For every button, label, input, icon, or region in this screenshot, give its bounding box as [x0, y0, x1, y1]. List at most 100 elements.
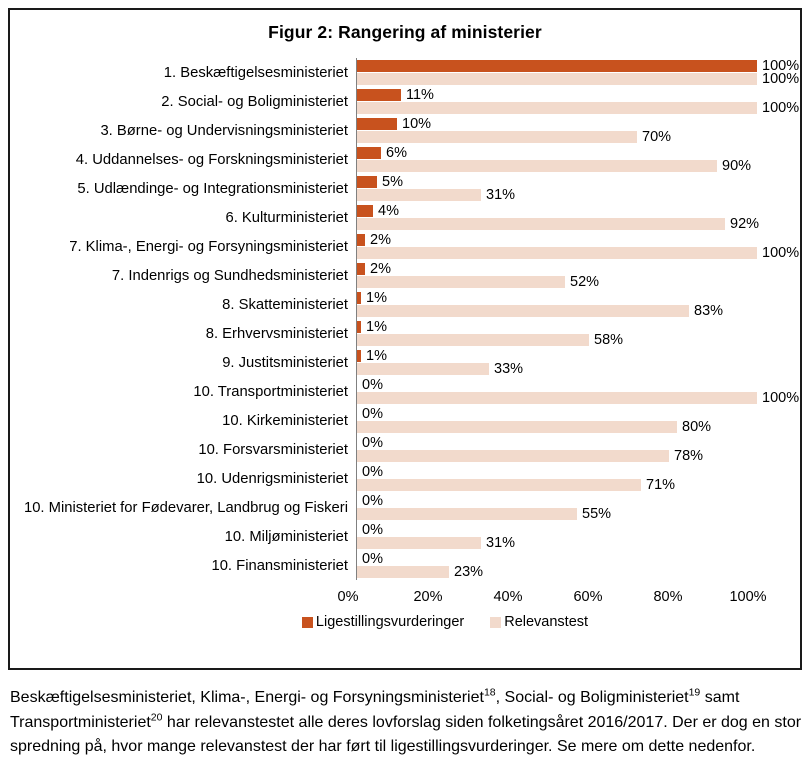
bar-line: 0% — [357, 464, 802, 480]
bar-line: 11% — [357, 87, 802, 103]
figure-title: Figur 2: Rangering af ministerier — [268, 22, 542, 42]
value-label: 1% — [366, 319, 387, 335]
value-label: 0% — [362, 406, 383, 422]
category-label: 7. Indenrigs og Sundhedsministeriet — [111, 267, 348, 284]
value-label: 70% — [642, 129, 672, 145]
bar-ligestillingsvurderinger — [357, 263, 365, 275]
bar-relevanstest — [357, 566, 449, 578]
category-label: 10. Ministeriet for Fødevarer, Landbrug … — [23, 499, 348, 516]
bar-line: 100% — [357, 59, 802, 73]
value-label: 1% — [366, 348, 387, 364]
bar-line: 55% — [357, 507, 802, 521]
category-label: 10. Forsvarsministeriet — [198, 441, 348, 458]
value-label: 0% — [362, 464, 383, 480]
chart-row: 3. Børne- og Undervisningsministeriet 10%… — [10, 116, 800, 145]
chart-row: 10. Forsvarsministeriet 0% 78% — [10, 435, 800, 464]
bar-ligestillingsvurderinger — [357, 350, 361, 362]
category-label: 10. Udenrigsministeriet — [196, 470, 348, 487]
bar-line: 92% — [357, 216, 802, 232]
x-axis-tick-label: 100% — [729, 589, 767, 605]
value-label: 2% — [370, 261, 391, 277]
x-axis-tick-label: 40% — [493, 589, 523, 605]
value-label: 100% — [762, 100, 800, 116]
chart-row: 10. Finansministeriet 0% 23% — [10, 551, 800, 580]
bar-line: 0% — [357, 436, 802, 451]
bar-line: 33% — [357, 361, 802, 377]
value-label: 100% — [762, 245, 800, 261]
legend-item: Ligestillingsvurderinger — [301, 614, 464, 630]
chart-row: 2. Social- og Boligministeriet 11% 100% — [10, 87, 800, 116]
value-label: 0% — [362, 522, 383, 538]
bar-line: 1% — [357, 319, 802, 335]
value-label: 0% — [362, 377, 383, 393]
category-label: 10. Kirkeministeriet — [222, 412, 348, 429]
chart-row: 8. Erhvervsministeriet 1% 58% — [10, 319, 800, 348]
bar-relevanstest — [357, 450, 669, 462]
x-axis-tick-label: 0% — [337, 589, 359, 605]
chart-row: 6. Kulturministeriet 4% 92% — [10, 203, 800, 232]
bars-group: 1% 83% — [356, 290, 802, 319]
legend-swatch — [301, 616, 313, 628]
bar-ligestillingsvurderinger — [357, 205, 373, 217]
value-label: 78% — [674, 448, 704, 464]
bar-relevanstest — [357, 363, 489, 375]
bar-ligestillingsvurderinger — [357, 60, 757, 72]
body-paragraph: Beskæftigelsesministeriet, Klima-, Energ… — [10, 686, 802, 755]
value-label: 90% — [722, 158, 752, 174]
bars-group: 2% 52% — [356, 261, 802, 290]
bar-relevanstest — [357, 73, 757, 85]
bar-relevanstest — [357, 218, 725, 230]
bar-line: 100% — [357, 100, 802, 116]
bar-line: 5% — [357, 174, 802, 190]
chart-row: 10. Transportministeriet 0% 100% — [10, 377, 800, 406]
category-label: 7. Klima-, Energi- og Forsyningsminister… — [69, 238, 348, 255]
bar-line: 80% — [357, 420, 802, 434]
bar-relevanstest — [357, 102, 757, 114]
x-axis-tick-label: 60% — [573, 589, 603, 605]
x-axis-tick-label: 20% — [413, 589, 443, 605]
bar-ligestillingsvurderinger — [357, 176, 377, 188]
bar-line: 31% — [357, 536, 802, 550]
bars-group: 5% 31% — [356, 174, 802, 203]
value-label: 11% — [406, 87, 434, 103]
category-label: 2. Social- og Boligministeriet — [161, 93, 348, 110]
bar-relevanstest — [357, 479, 641, 491]
bars-group: 0% 100% — [356, 377, 802, 406]
chart-row: 7. Klima-, Energi- og Forsyningsminister… — [10, 232, 800, 261]
legend-swatch — [490, 616, 502, 628]
bar-line: 0% — [357, 377, 802, 393]
value-label: 92% — [730, 216, 760, 232]
bars-group: 0% 31% — [356, 522, 802, 551]
bar-line: 78% — [357, 448, 802, 464]
chart-rows: 1. Beskæftigelsesministeriet 100% 100% 2. S… — [10, 58, 800, 580]
value-label: 83% — [694, 303, 724, 319]
category-label: 8. Erhvervsministeriet — [205, 325, 348, 342]
bar-relevanstest — [357, 276, 565, 288]
value-label: 58% — [594, 332, 624, 348]
value-label: 33% — [494, 361, 524, 377]
bar-line: 58% — [357, 332, 802, 348]
bar-line: 100% — [357, 391, 802, 405]
value-label: 5% — [382, 174, 403, 190]
bar-line: 0% — [357, 552, 802, 567]
bar-line: 2% — [357, 233, 802, 247]
bar-line: 31% — [357, 188, 802, 202]
value-label: 52% — [570, 274, 600, 290]
bar-relevanstest — [357, 421, 677, 433]
figure-frame: Figur 2: Rangering af ministerier 1. Bes… — [8, 8, 802, 670]
value-label: 23% — [454, 564, 484, 580]
category-label: 10. Miljøministeriet — [224, 528, 348, 545]
bar-ligestillingsvurderinger — [357, 147, 381, 159]
bar-chart: 1. Beskæftigelsesministeriet 100% 100% 2. S… — [10, 58, 800, 630]
footnote-marker: 20 — [150, 711, 163, 724]
value-label: 71% — [646, 477, 676, 493]
bar-line: 90% — [357, 158, 802, 174]
legend-label: Relevanstest — [504, 614, 589, 630]
bars-group: 1% 33% — [356, 348, 802, 377]
bars-group: 0% 80% — [356, 406, 802, 435]
bar-line: 23% — [357, 564, 802, 580]
category-label: 3. Børne- og Undervisningsministeriet — [100, 122, 348, 139]
value-label: 1% — [366, 290, 387, 306]
bars-group: 0% 78% — [356, 435, 802, 464]
